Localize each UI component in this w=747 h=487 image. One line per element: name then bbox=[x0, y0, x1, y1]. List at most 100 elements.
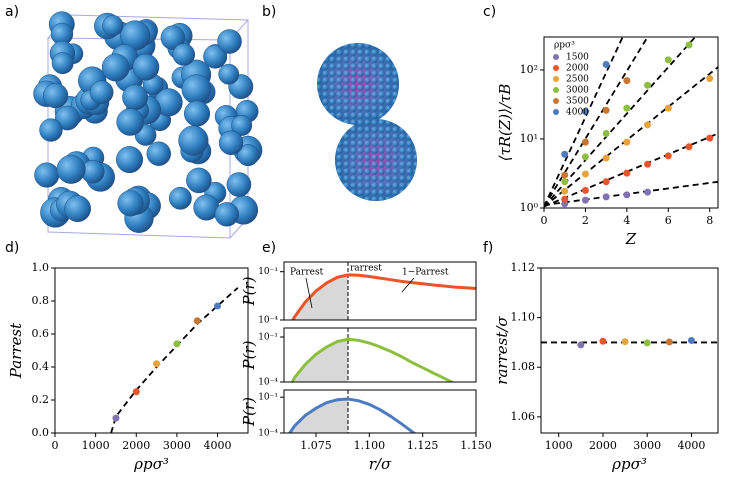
sphere bbox=[186, 167, 212, 194]
legend-marker bbox=[553, 65, 559, 71]
data-point bbox=[623, 169, 631, 177]
y-tick-label: 0.6 bbox=[32, 327, 50, 340]
data-point bbox=[602, 106, 610, 114]
x-tick-label: 4 bbox=[623, 214, 630, 227]
data-point bbox=[153, 360, 161, 368]
data-point bbox=[644, 160, 652, 168]
x-tick-label: 1.100 bbox=[354, 439, 386, 452]
panel: 10⁰ 10¹ 10² 0 2 4 6 8 Z ⟨τR(Z)⟩/τB ρpσ³ 15002000250… bbox=[496, 36, 719, 248]
particle-render bbox=[317, 43, 417, 201]
data-point bbox=[214, 302, 222, 310]
sphere bbox=[101, 53, 130, 82]
sphere bbox=[217, 29, 242, 54]
panel: 10⁻⁴ 10⁻¹ 1.075 1.100 1.125 1.150 r/σ P(r) bbox=[240, 389, 492, 473]
data-point bbox=[602, 60, 610, 68]
legend-marker bbox=[553, 109, 559, 115]
sphere bbox=[102, 15, 124, 37]
sphere bbox=[64, 195, 92, 223]
fit-line bbox=[544, 37, 624, 207]
shaded-region bbox=[284, 274, 348, 320]
data-point bbox=[685, 41, 693, 49]
data-point bbox=[602, 193, 610, 201]
data-point bbox=[193, 317, 201, 325]
panel-label: d) bbox=[5, 240, 19, 256]
y-tick-label: 1.06 bbox=[511, 410, 536, 423]
y-axis-label: P(r) bbox=[240, 397, 258, 427]
sphere bbox=[116, 146, 143, 174]
y-tick-label: 1.12 bbox=[511, 261, 536, 274]
panel-label: e) bbox=[262, 240, 276, 256]
y-tick-label: 10¹ bbox=[520, 132, 538, 145]
sphere bbox=[55, 105, 80, 131]
x-tick-label: 3000 bbox=[633, 439, 661, 452]
sphere bbox=[34, 162, 60, 188]
sphere bbox=[214, 202, 239, 227]
data-point bbox=[706, 75, 714, 83]
y-tick-label: 10⁻⁴ bbox=[258, 316, 278, 326]
sphere bbox=[132, 53, 160, 81]
data-point bbox=[577, 341, 585, 349]
data-point bbox=[664, 152, 672, 160]
data-point bbox=[599, 337, 607, 345]
particle-texture bbox=[335, 119, 417, 201]
x-tick-label: 0 bbox=[52, 439, 59, 452]
legend-marker bbox=[553, 54, 559, 60]
y-tick-label: 1.08 bbox=[511, 360, 536, 373]
y-tick-label: 0.2 bbox=[32, 393, 50, 406]
x-axis-label: Z bbox=[625, 230, 637, 248]
axes-frame bbox=[54, 267, 249, 434]
data-point bbox=[685, 143, 693, 151]
x-axis-label: r/σ bbox=[369, 455, 392, 473]
data-point bbox=[602, 154, 610, 162]
annotation: Parrest bbox=[290, 268, 324, 278]
legend-marker bbox=[553, 98, 559, 104]
x-tick-label: 4000 bbox=[677, 439, 705, 452]
legend-label: 4000 bbox=[566, 108, 589, 118]
y-axis-label: rarrest/σ bbox=[493, 316, 511, 385]
data-point bbox=[602, 178, 610, 186]
panel: 10⁻⁴ 10⁻¹P(r) Parrest rarrest 1−Parrest bbox=[240, 261, 477, 326]
y-tick-label: 10⁰ bbox=[520, 201, 539, 214]
legend-label: 2000 bbox=[566, 64, 589, 74]
plot-area bbox=[110, 287, 239, 433]
y-axis-label: P(r) bbox=[240, 276, 258, 306]
shaded-region bbox=[284, 339, 348, 382]
legend-marker bbox=[553, 87, 559, 93]
x-tick-label: 2000 bbox=[589, 439, 617, 452]
x-tick-label: 2000 bbox=[122, 439, 150, 452]
sphere bbox=[181, 74, 212, 105]
fit-line bbox=[544, 37, 696, 208]
data-point bbox=[644, 121, 652, 129]
data-point bbox=[112, 414, 120, 422]
data-point bbox=[561, 171, 569, 179]
plot-area bbox=[544, 37, 718, 208]
plot-area bbox=[284, 262, 476, 320]
data-point bbox=[581, 170, 589, 178]
annotation-pointer bbox=[401, 277, 415, 293]
panel-label: a) bbox=[5, 4, 19, 20]
panel-label: f) bbox=[483, 240, 493, 256]
axes-frame bbox=[283, 389, 477, 434]
plot-area bbox=[284, 390, 417, 433]
data-point bbox=[173, 340, 181, 348]
data-point bbox=[623, 191, 631, 199]
x-tick-label: 6 bbox=[665, 214, 672, 227]
sphere bbox=[51, 52, 74, 75]
sphere bbox=[178, 125, 209, 156]
annotation: 1−Parrest bbox=[402, 268, 449, 278]
simulation-render bbox=[33, 11, 263, 239]
y-tick-label: 0.0 bbox=[32, 426, 50, 439]
y-axis-label: Parrest bbox=[7, 322, 25, 379]
sphere bbox=[168, 186, 192, 210]
legend-title: ρpσ³ bbox=[554, 41, 575, 51]
shaded-region bbox=[284, 399, 348, 433]
sphere bbox=[89, 80, 114, 105]
fit-line bbox=[544, 66, 718, 208]
sphere bbox=[203, 44, 228, 69]
axes-frame bbox=[543, 36, 719, 209]
x-tick-label: 1.150 bbox=[460, 439, 492, 452]
data-point bbox=[132, 388, 140, 396]
data-point bbox=[706, 134, 714, 142]
panel: 1.06 1.08 1.10 1.12 1000 2000 3000 4000 ρpσ³ rarr… bbox=[493, 261, 719, 473]
